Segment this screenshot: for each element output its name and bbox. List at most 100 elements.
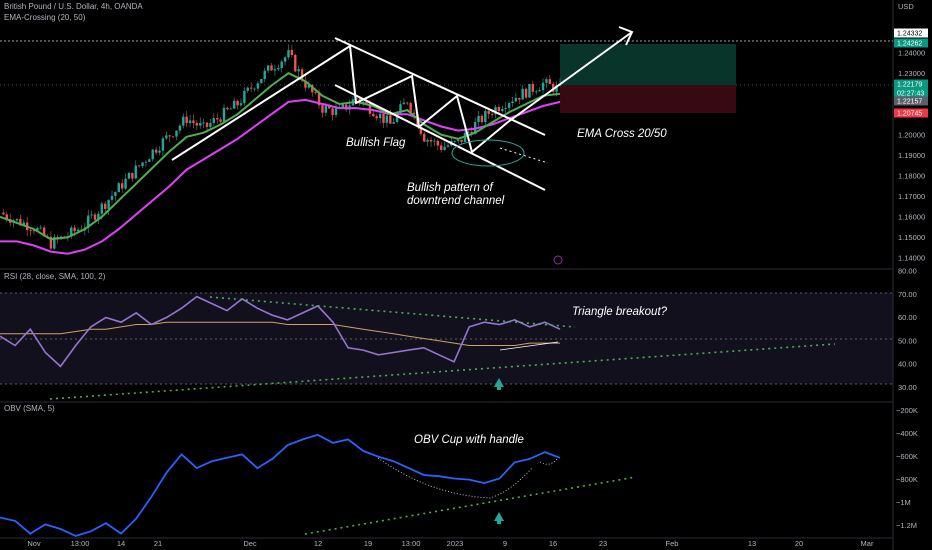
breakout-arrow-line[interactable] [507, 31, 633, 123]
candle-body [280, 61, 283, 68]
channel-bottom-line[interactable] [334, 84, 546, 191]
candle-body [389, 115, 392, 124]
obv-trendline[interactable] [304, 476, 637, 535]
candle-body [419, 127, 423, 134]
candle-body [277, 67, 280, 70]
candle-body [443, 146, 446, 151]
ema-indicator-title[interactable]: EMA-Crossing (20, 50) [4, 13, 86, 22]
candle-body [545, 79, 548, 83]
obv-title[interactable]: OBV (SMA, 5) [4, 404, 55, 413]
candle-body [392, 121, 395, 124]
candle-body [395, 113, 399, 122]
candle-body [76, 229, 80, 232]
candle-body [535, 91, 538, 93]
rsi-tick-label: 30.00 [898, 383, 917, 392]
price-tick-label: 1.18000 [898, 171, 925, 180]
rsi-title[interactable]: RSI (28, close, SMA, 100, 2) [4, 272, 106, 281]
time-tick-label: 16 [549, 539, 557, 548]
bullish-flag-drawing[interactable] [171, 26, 634, 191]
channel-extension-line[interactable] [499, 147, 549, 164]
rsi-upper-trendline[interactable] [209, 296, 576, 328]
candle-body [15, 218, 19, 221]
obv-tick-label: −800K [896, 475, 918, 484]
currency-label: USD [898, 2, 914, 11]
candle-body [148, 159, 151, 162]
candle-body [110, 195, 114, 200]
stop-zone[interactable] [560, 85, 736, 113]
candle-body [29, 230, 32, 231]
candle-body [158, 150, 161, 153]
price-tag-bg [894, 96, 928, 106]
candle-body [385, 115, 389, 123]
candle-body [249, 87, 253, 89]
obv-handle-curve[interactable] [539, 457, 559, 465]
candle-body [317, 92, 321, 106]
zigzag-line[interactable] [349, 45, 509, 154]
chart-background [0, 0, 893, 550]
symbol-title[interactable]: British Pound / U.S. Dollar, 4h, OANDA [4, 2, 143, 11]
flag-pole-line[interactable] [171, 45, 351, 161]
candle-body [460, 139, 463, 142]
target-zone[interactable] [560, 44, 736, 85]
time-tick-label: 14 [117, 539, 125, 548]
candle-body [521, 88, 524, 100]
candle-body [382, 113, 385, 123]
candle-body [120, 183, 124, 189]
candle-body [368, 103, 372, 114]
candle-body [256, 83, 260, 89]
channel-top-line[interactable] [334, 37, 546, 136]
candle-body [87, 215, 90, 228]
obv-cup-curve[interactable] [377, 457, 533, 499]
candle-body [178, 125, 182, 131]
obv-cup-label: OBV Cup with handle [414, 434, 524, 446]
candle-body [32, 230, 36, 232]
candle-body [467, 131, 470, 133]
obv-tick-label: −400K [896, 429, 918, 438]
candle-body [216, 118, 219, 120]
pattern-ellipse[interactable] [451, 139, 525, 167]
candle-body [90, 214, 93, 216]
candle-body [334, 108, 338, 115]
candle-body [446, 145, 450, 147]
candle-body [243, 90, 246, 104]
candle-body [552, 83, 555, 92]
candle-body [141, 162, 144, 166]
time-axis[interactable]: Nov 13:00 14 21 Dec 12 19 13:00 2023 9 16 23 Feb 13 20… [27, 539, 874, 548]
candle-body [423, 133, 426, 142]
bullish-flag-label: Bullish Flag [346, 137, 406, 149]
candle-body [524, 88, 528, 98]
rsi-extension-line [499, 341, 559, 351]
event-marker-icon[interactable] [553, 255, 563, 265]
price-tag-label: 1.20745 [897, 111, 922, 118]
candle-body [399, 104, 402, 114]
candle-body [314, 92, 317, 94]
candle-body [175, 130, 178, 137]
candle-body [104, 203, 107, 209]
obv-tick-label: −600K [896, 452, 918, 461]
rsi-axis[interactable]: 80.00 70.00 60.00 50.00 40.00 30.00 [898, 267, 917, 392]
candle-body [406, 102, 409, 104]
price-tick-label: 1.14000 [898, 253, 925, 262]
candle-body [236, 100, 239, 106]
time-tick-label: 13:00 [71, 539, 90, 548]
price-tag-bg [894, 88, 928, 98]
candle-body [232, 100, 236, 109]
candle-body [344, 104, 348, 110]
candle-body [518, 97, 521, 100]
price-axis[interactable]: 1.250001.240001.230001.220001.210001.200… [898, 28, 925, 263]
candle-body [331, 108, 334, 115]
price-tag-bg [894, 79, 928, 89]
obv-axis[interactable]: −200K −400K −600K −800K −1M −1.2M [896, 406, 918, 530]
bullish-pattern-label-2: downtrend channel [407, 195, 505, 207]
price-tag-label: 1.24332 [897, 31, 922, 38]
candle-body [137, 165, 141, 167]
candle-body [477, 115, 480, 123]
candle-body [192, 120, 195, 123]
time-tick-label: Mar [861, 539, 874, 548]
candle-body [426, 139, 429, 142]
rsi-lower-trendline[interactable] [49, 343, 836, 400]
candle-body [307, 84, 311, 88]
candle-body [297, 69, 300, 72]
price-tick-label: 1.24000 [898, 48, 925, 57]
